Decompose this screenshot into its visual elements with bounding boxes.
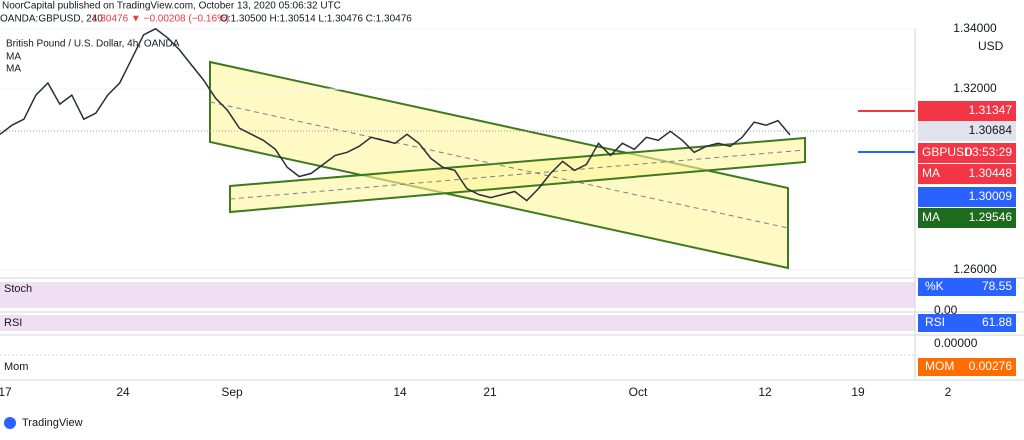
price-label-value: 1.29546 <box>969 210 1013 224</box>
footer-logo: TradingView <box>22 417 83 429</box>
stoch-band <box>0 282 915 308</box>
price-label-name: GBPUSD <box>922 145 973 159</box>
indicator-axis: 0.00 <box>934 303 958 317</box>
price-label-box <box>918 187 1016 207</box>
price-label-box <box>918 101 1016 121</box>
y-tick-label: 1.32000 <box>953 81 997 95</box>
x-tick-label: 12 <box>758 385 772 399</box>
indicator-box <box>918 358 1016 376</box>
price-label-value: 03:53:29 <box>965 145 1012 159</box>
x-tick-label: 17 <box>0 385 12 399</box>
indicator-name: Mom <box>4 361 28 373</box>
indicator-label: %K <box>925 279 944 293</box>
price-label-value: 1.31347 <box>969 103 1013 117</box>
indicator-label: RSI <box>925 315 945 329</box>
y-tick-label: 1.26000 <box>953 262 997 276</box>
indicator-value: 78.55 <box>982 279 1012 293</box>
price-label-box <box>918 208 1016 228</box>
indicator-label: MOM <box>925 359 954 373</box>
x-tick-label: 24 <box>116 385 130 399</box>
currency: USD <box>978 39 1004 53</box>
legend-ma: MA <box>6 52 21 63</box>
legend-ma: MA <box>6 64 21 75</box>
price-label-box <box>918 143 1016 163</box>
price-label-value: 1.30448 <box>969 166 1013 180</box>
indicator-axis: 0.00000 <box>934 336 978 350</box>
indicator-box <box>918 278 1016 296</box>
x-tick-label: 19 <box>851 385 865 399</box>
indicator-value: 0.00276 <box>969 359 1013 373</box>
quote: 1.30476 ▼ −0.00208 (−0.16%) <box>92 14 229 25</box>
price-label-box <box>918 121 1016 141</box>
indicator-name: RSI <box>4 317 22 329</box>
ohlc: O:1.30500 H:1.30514 L:1.30476 C:1.30476 <box>220 14 412 25</box>
price-label-value: 1.30684 <box>969 123 1013 137</box>
x-tick-label: 2 <box>945 385 952 399</box>
x-tick-label: Oct <box>629 385 648 399</box>
rsi-band <box>0 315 915 331</box>
channel-mid <box>229 149 806 200</box>
price-label-value: 1.30009 <box>969 189 1013 203</box>
legend-title: British Pound / U.S. Dollar, 4h, OANDA <box>6 39 180 50</box>
x-tick-label: 14 <box>393 385 407 399</box>
x-tick-label: 21 <box>483 385 497 399</box>
price-label-name: MA <box>922 166 940 180</box>
symbol: OANDA:GBPUSD, 240 <box>0 14 103 25</box>
logo-icon <box>4 417 16 429</box>
indicator-name: Stoch <box>4 283 32 295</box>
published: NoorCapital published on TradingView.com… <box>2 1 341 12</box>
y-tick-label: 1.34000 <box>953 21 997 35</box>
x-tick-label: Sep <box>221 385 243 399</box>
price-label-box <box>918 164 1016 184</box>
indicator-box <box>918 314 1016 332</box>
indicator-value: 61.88 <box>982 315 1012 329</box>
price-line <box>0 27 791 202</box>
price-label-name: MA <box>922 210 940 224</box>
